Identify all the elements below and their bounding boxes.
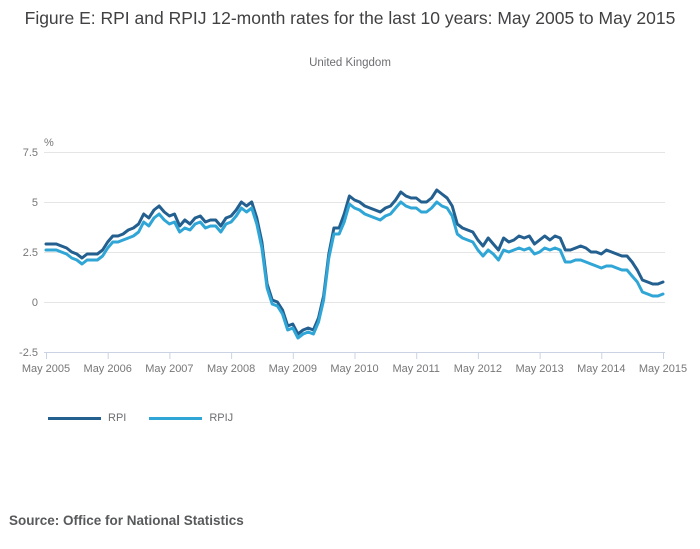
x-tick-label: May 2012 [454, 363, 502, 375]
legend-label-rpij: RPIJ [209, 412, 234, 424]
y-tick-label: 7.5 [23, 147, 38, 159]
x-tick-label: May 2008 [207, 363, 255, 375]
x-tick-label: May 2011 [392, 363, 440, 375]
y-tick-label: 5 [32, 197, 38, 209]
source-note: Source: Office for National Statistics [9, 513, 244, 528]
y-axis-unit-label: % [44, 137, 54, 149]
x-tick-label: May 2015 [639, 363, 687, 375]
x-tick-label: May 2010 [330, 363, 378, 375]
chart-subtitle: United Kingdom [309, 57, 391, 69]
legend-label-rpi: RPI [108, 412, 127, 424]
x-tick-label: May 2007 [145, 363, 193, 375]
x-tick-label: May 2006 [84, 363, 132, 375]
x-tick-label: May 2005 [22, 363, 70, 375]
chart-title: Figure E: RPI and RPIJ 12-month rates fo… [24, 8, 676, 28]
series-line-rpij [44, 200, 665, 340]
y-tick-label: -2.5 [19, 347, 38, 359]
x-tick-label: May 2013 [515, 363, 563, 375]
legend-swatch-rpij-line [149, 416, 203, 420]
legend-swatch-rpi-line [48, 416, 101, 420]
x-tick-label: May 2014 [577, 363, 625, 375]
legend: RPI RPIJ [48, 411, 233, 425]
y-tick-label: 2.5 [23, 247, 38, 259]
x-tick-label: May 2009 [269, 363, 317, 375]
series-line-rpi [44, 188, 665, 336]
legend-item-rpij: RPIJ [149, 412, 233, 424]
y-tick-label: 0 [32, 297, 38, 309]
legend-item-rpi: RPI [48, 412, 126, 424]
